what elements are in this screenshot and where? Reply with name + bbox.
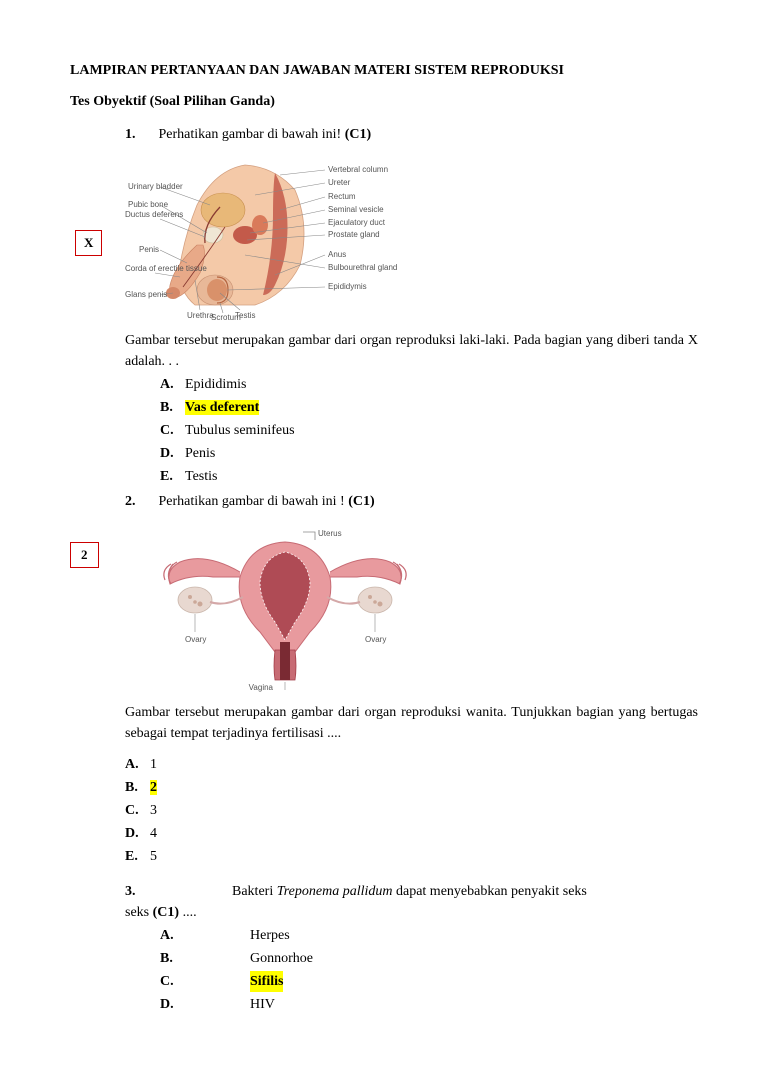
- q3-options: A.HerpesB.GonnorhoeC.SifilisD.HIV: [160, 925, 698, 1015]
- option-text: HIV: [250, 994, 275, 1015]
- q2-number: 2.: [125, 491, 155, 512]
- lbl-ovary-r: Ovary: [365, 635, 386, 644]
- option-text: Tubulus seminifeus: [185, 423, 295, 438]
- option-letter: C.: [125, 800, 150, 821]
- lbl-ductus: Ductus deferens: [125, 210, 183, 219]
- q2-diagram: 2 Uterus Ovary Ovary Vagina: [125, 522, 465, 692]
- q3-tag: (C1): [153, 905, 179, 920]
- lbl-rectum: Rectum: [328, 192, 356, 201]
- two-marker-box: 2: [70, 542, 99, 568]
- q2-desc: Gambar tersebut merupakan gambar dari or…: [125, 702, 698, 744]
- option-row: E.Testis: [160, 466, 698, 487]
- option-text: Testis: [185, 469, 217, 484]
- option-text: Sifilis: [250, 971, 283, 992]
- option-text: 3: [150, 803, 157, 818]
- q1-text: Perhatikan gambar di bawah ini!: [159, 127, 345, 142]
- option-letter: E.: [125, 846, 150, 867]
- option-text: Epididimis: [185, 377, 246, 392]
- q3-text-pre: Bakteri: [232, 884, 277, 899]
- option-row: B.Gonnorhoe: [160, 948, 698, 969]
- option-letter: C.: [160, 971, 250, 992]
- male-anatomy-svg: Urinary bladder Pubic bone Ductus defere…: [125, 155, 485, 320]
- option-text: 5: [150, 849, 157, 864]
- option-letter: D.: [125, 823, 150, 844]
- option-letter: E.: [160, 466, 185, 487]
- page-subtitle: Tes Obyektif (Soal Pilihan Ganda): [70, 91, 698, 112]
- q2-tag: (C1): [348, 494, 374, 509]
- lbl-ureter: Ureter: [328, 178, 351, 187]
- option-row: D.HIV: [160, 994, 698, 1015]
- lbl-bladder: Urinary bladder: [128, 182, 183, 191]
- option-letter: D.: [160, 443, 185, 464]
- option-row: C.Tubulus seminifeus: [160, 420, 698, 441]
- option-letter: C.: [160, 420, 185, 441]
- option-letter: A.: [160, 374, 185, 395]
- option-text: 1: [150, 757, 157, 772]
- option-text: Gonnorhoe: [250, 948, 313, 969]
- q3-dots: ....: [179, 905, 197, 920]
- option-row: C.Sifilis: [160, 971, 698, 992]
- q1-diagram: X Urinary bladder Pubic bone Ductus defe…: [125, 155, 505, 320]
- lbl-glans: Glans penis: [125, 290, 167, 299]
- option-text: Penis: [185, 446, 215, 461]
- option-text: Vas deferent: [185, 400, 259, 415]
- q3-text-ital: Treponema pallidum: [277, 884, 393, 899]
- q1-desc: Gambar tersebut merupakan gambar dari or…: [125, 330, 698, 372]
- option-letter: D.: [160, 994, 250, 1015]
- option-row: D.Penis: [160, 443, 698, 464]
- q2-prompt: 2. Perhatikan gambar di bawah ini ! (C1): [125, 491, 698, 512]
- lbl-vagina: Vagina: [249, 683, 274, 692]
- option-letter: B.: [160, 948, 250, 969]
- option-row: B.Vas deferent: [160, 397, 698, 418]
- q3-number: 3.: [125, 881, 155, 902]
- lbl-ejac: Ejaculatory duct: [328, 218, 386, 227]
- q1-tag: (C1): [345, 127, 371, 142]
- lbl-semv: Seminal vesicle: [328, 205, 384, 214]
- q3-prompt: 3. Bakteri Treponema pallidum dapat meny…: [125, 881, 698, 902]
- q1-options: A.EpididimisB.Vas deferentC.Tubulus semi…: [160, 374, 698, 487]
- lbl-anus: Anus: [328, 250, 346, 259]
- option-letter: A.: [125, 754, 150, 775]
- option-row: E.5: [125, 846, 698, 867]
- page-title: LAMPIRAN PERTANYAAN DAN JAWABAN MATERI S…: [70, 60, 698, 81]
- option-text: 4: [150, 826, 157, 841]
- option-row: A.Herpes: [160, 925, 698, 946]
- option-letter: B.: [125, 777, 150, 798]
- option-row: A.1: [125, 754, 698, 775]
- lbl-vert: Vertebral column: [328, 165, 388, 174]
- option-row: C.3: [125, 800, 698, 821]
- q3-prompt-line2: seks (C1) ....: [125, 902, 698, 923]
- lbl-pubic: Pubic bone: [128, 200, 169, 209]
- lbl-testis: Testis: [235, 311, 255, 320]
- lbl-ovary-l: Ovary: [185, 635, 206, 644]
- q1-prompt: 1. Perhatikan gambar di bawah ini! (C1): [125, 124, 698, 145]
- q1-number: 1.: [125, 124, 155, 145]
- q2-options: A.1B.2C.3D.4E.5: [125, 754, 698, 867]
- lbl-uterus: Uterus: [318, 529, 342, 538]
- female-anatomy-svg: Uterus Ovary Ovary Vagina: [125, 522, 445, 692]
- q3-text-post: dapat menyebabkan penyakit seks: [392, 884, 586, 899]
- option-row: D.4: [125, 823, 698, 844]
- lbl-corda: Corda of erectile tissue: [125, 264, 207, 273]
- option-text: 2: [150, 780, 157, 795]
- q2-text: Perhatikan gambar di bawah ini !: [159, 494, 349, 509]
- option-letter: B.: [160, 397, 185, 418]
- x-marker-box: X: [75, 230, 102, 256]
- option-text: Herpes: [250, 925, 290, 946]
- lbl-bulb: Bulbourethral gland: [328, 263, 397, 272]
- lbl-epid: Epididymis: [328, 282, 367, 291]
- lbl-prost: Prostate gland: [328, 230, 380, 239]
- option-letter: A.: [160, 925, 250, 946]
- lbl-penis: Penis: [139, 245, 159, 254]
- option-row: A.Epididimis: [160, 374, 698, 395]
- option-row: B.2: [125, 777, 698, 798]
